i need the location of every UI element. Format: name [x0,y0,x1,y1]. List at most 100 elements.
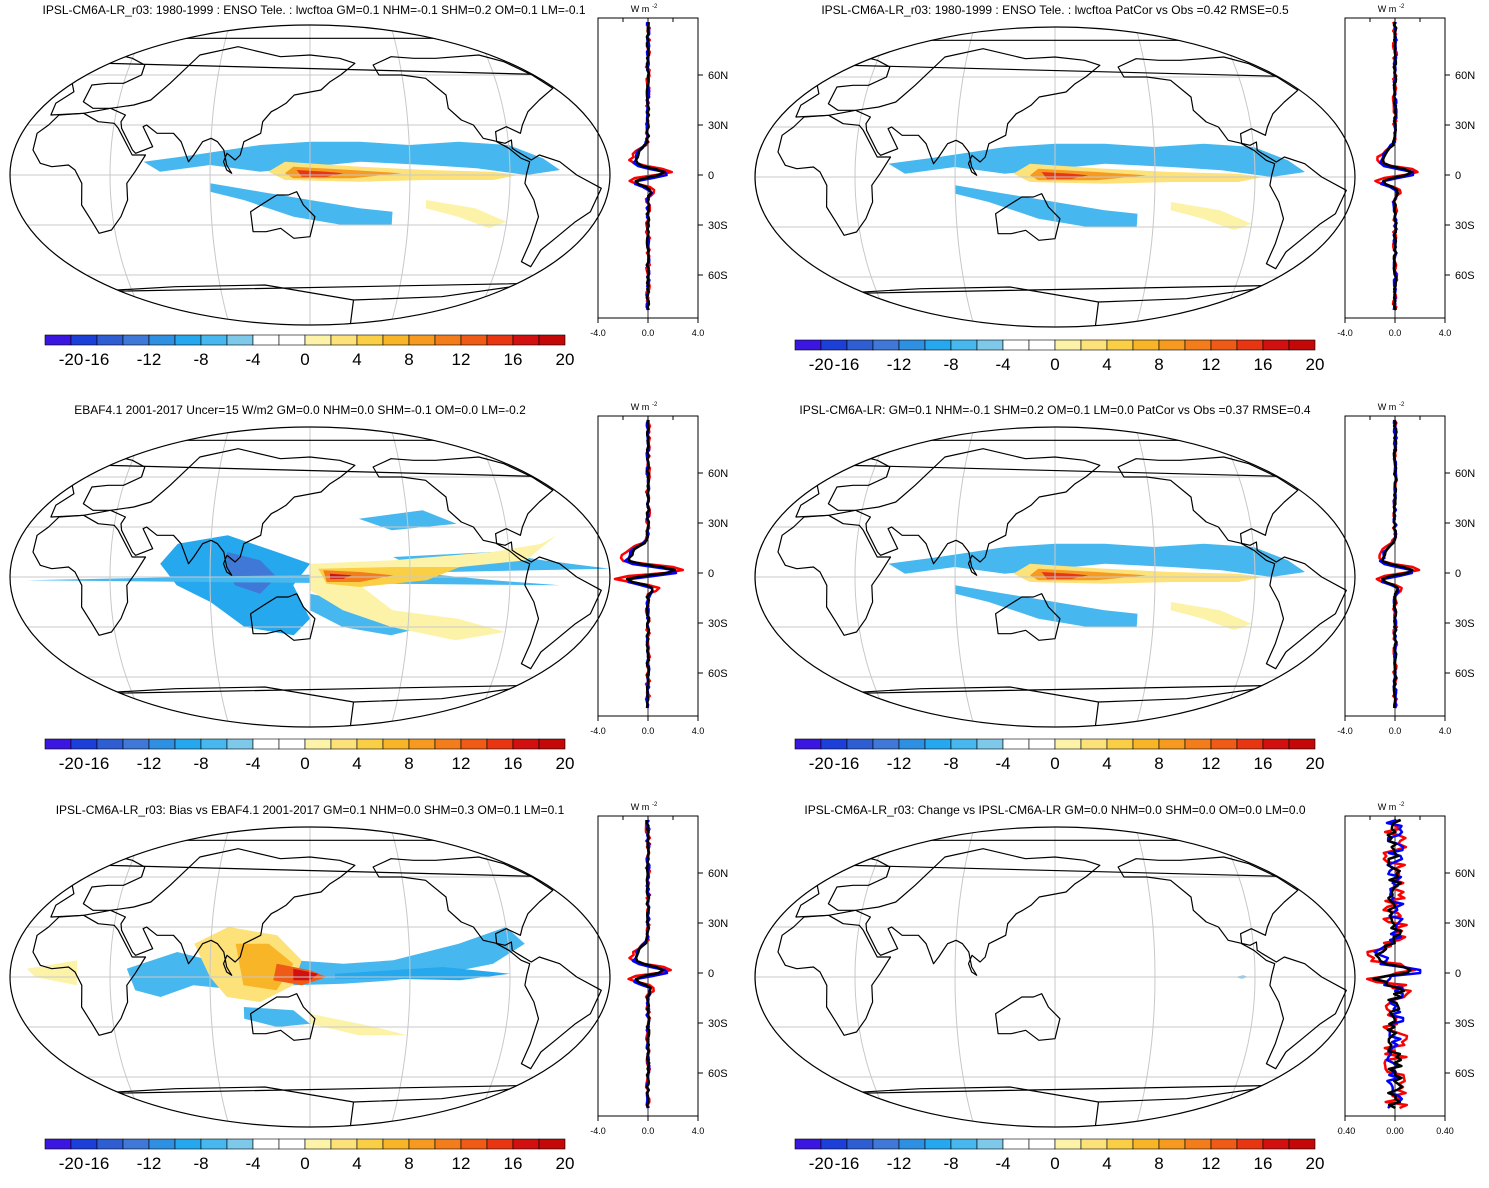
lat-label: 0 [708,568,714,580]
colorbar-swatch [1106,339,1134,351]
colorbar-label: -16 [85,1154,110,1173]
colorbar-swatch [122,334,150,346]
panel-title: IPSL-CM6A-LR: GM=0.1 NHM=-0.1 SHM=0.2 OM… [799,403,1311,417]
colorbar-swatch [148,738,176,750]
colorbar-swatch [1028,339,1056,351]
longitude-line [470,827,511,1127]
colorbar-label: 16 [1254,355,1273,374]
colorbar-swatch [304,334,332,346]
colorbar-label: 12 [1202,1154,1221,1173]
colorbar-swatch [200,334,228,346]
colorbar-swatch [1132,339,1160,351]
zonal-curve [1381,419,1414,708]
zonal-units: W m [1378,802,1397,812]
lat-label: 30N [708,918,728,930]
zonal-units-sup: -2 [652,402,658,408]
colorbar: -20 -16 -12 -8 -4 0 4 8 12 16 20 [794,339,1324,374]
colorbar-label: -20 [59,350,84,369]
zonal-units: W m [631,4,650,14]
longitude-line [1215,827,1256,1127]
colorbar-swatch [70,1138,98,1150]
x-tick-label: 4.0 [692,1126,705,1136]
colorbar-label: 8 [404,1154,413,1173]
colorbar-label: 4 [352,350,361,369]
world-map [9,826,611,1128]
colorbar-swatch [538,1138,566,1150]
lat-label: 0 [1455,968,1461,980]
colorbar-label: 12 [452,350,471,369]
colorbar-swatch [226,1138,254,1150]
anomaly-region [1170,602,1252,631]
lat-label: 30N [1455,918,1475,930]
colorbar-label: 4 [1102,355,1111,374]
lat-label: 0 [708,968,714,980]
colorbar-swatch [924,1138,952,1150]
colorbar-label: 20 [556,350,575,369]
colorbar-swatch [486,738,514,750]
colorbar-swatch [1158,339,1186,351]
colorbar-label: -4 [995,754,1010,773]
map-border [754,426,1356,728]
zonal-curve [634,820,665,1109]
zonal-curve [634,22,666,311]
zonal-units: W m [631,402,650,412]
colorbar-label: -16 [835,1154,860,1173]
x-tick-label: -0.40 [1337,1126,1355,1136]
map-border [9,826,611,1128]
zonal-curve [625,420,677,709]
longitude-line [854,427,895,727]
colorbar-swatch [1262,339,1290,351]
map-content [10,25,610,325]
colorbar-swatch [278,738,306,750]
colorbar-label: -12 [887,1154,912,1173]
lat-label: 30S [1455,618,1475,630]
colorbar-label: 16 [504,1154,523,1173]
coastline-americas [1117,856,1347,1070]
anomaly-region [310,535,557,641]
colorbar-swatch [976,1138,1004,1150]
longitude-line [109,427,150,727]
colorbar-swatch [924,339,952,351]
anomaly-region [210,183,393,225]
longitude-line [854,827,895,1127]
map-border [754,826,1356,1128]
x-tick-label: -4.0 [590,328,606,338]
colorbar-label: -20 [809,754,834,773]
colorbar-label: -20 [59,1154,84,1173]
colorbar-swatch [1262,738,1290,750]
colorbar-label: 16 [504,754,523,773]
colorbar-label: 4 [352,754,361,773]
coastline-antarctica [87,684,537,727]
colorbar-label: 20 [556,1154,575,1173]
colorbar-label: -4 [995,355,1010,374]
colorbar-swatch [356,334,384,346]
colorbar-label: -8 [193,754,208,773]
colorbar-label: 8 [1154,754,1163,773]
zonal-mean-plot: W m -2 60N 30N 0 30S 60S -4.0 0.0 4.0 [590,402,728,736]
colorbar-swatch [252,334,280,346]
anomaly-region [955,585,1138,627]
colorbar-swatch [950,339,978,351]
longitude-line [209,827,230,1127]
world-map [9,24,611,326]
x-tick-label: 0.40 [1436,1126,1454,1136]
colorbar-label: -8 [943,355,958,374]
map-border [9,24,611,326]
colorbar-swatch [1184,738,1212,750]
coastline-australia [995,193,1061,241]
colorbar-swatch [174,1138,202,1150]
colorbar-label: 12 [1202,754,1221,773]
colorbar-swatch [330,1138,358,1150]
colorbar-label: 20 [556,754,575,773]
colorbar-swatch [1236,1138,1264,1150]
lat-label: 30S [708,618,728,630]
colorbar-label: -4 [995,1154,1010,1173]
colorbar-swatch [460,334,488,346]
colorbar-swatch [1210,1138,1238,1150]
panel-title: EBAF4.1 2001-2017 Uncer=15 W/m2 GM=0.0 N… [74,403,526,417]
colorbar-label: -12 [137,350,162,369]
colorbar-swatch [898,339,926,351]
colorbar-swatch [434,334,462,346]
colorbar-label: 0 [1050,1154,1059,1173]
colorbar-swatch [486,334,514,346]
